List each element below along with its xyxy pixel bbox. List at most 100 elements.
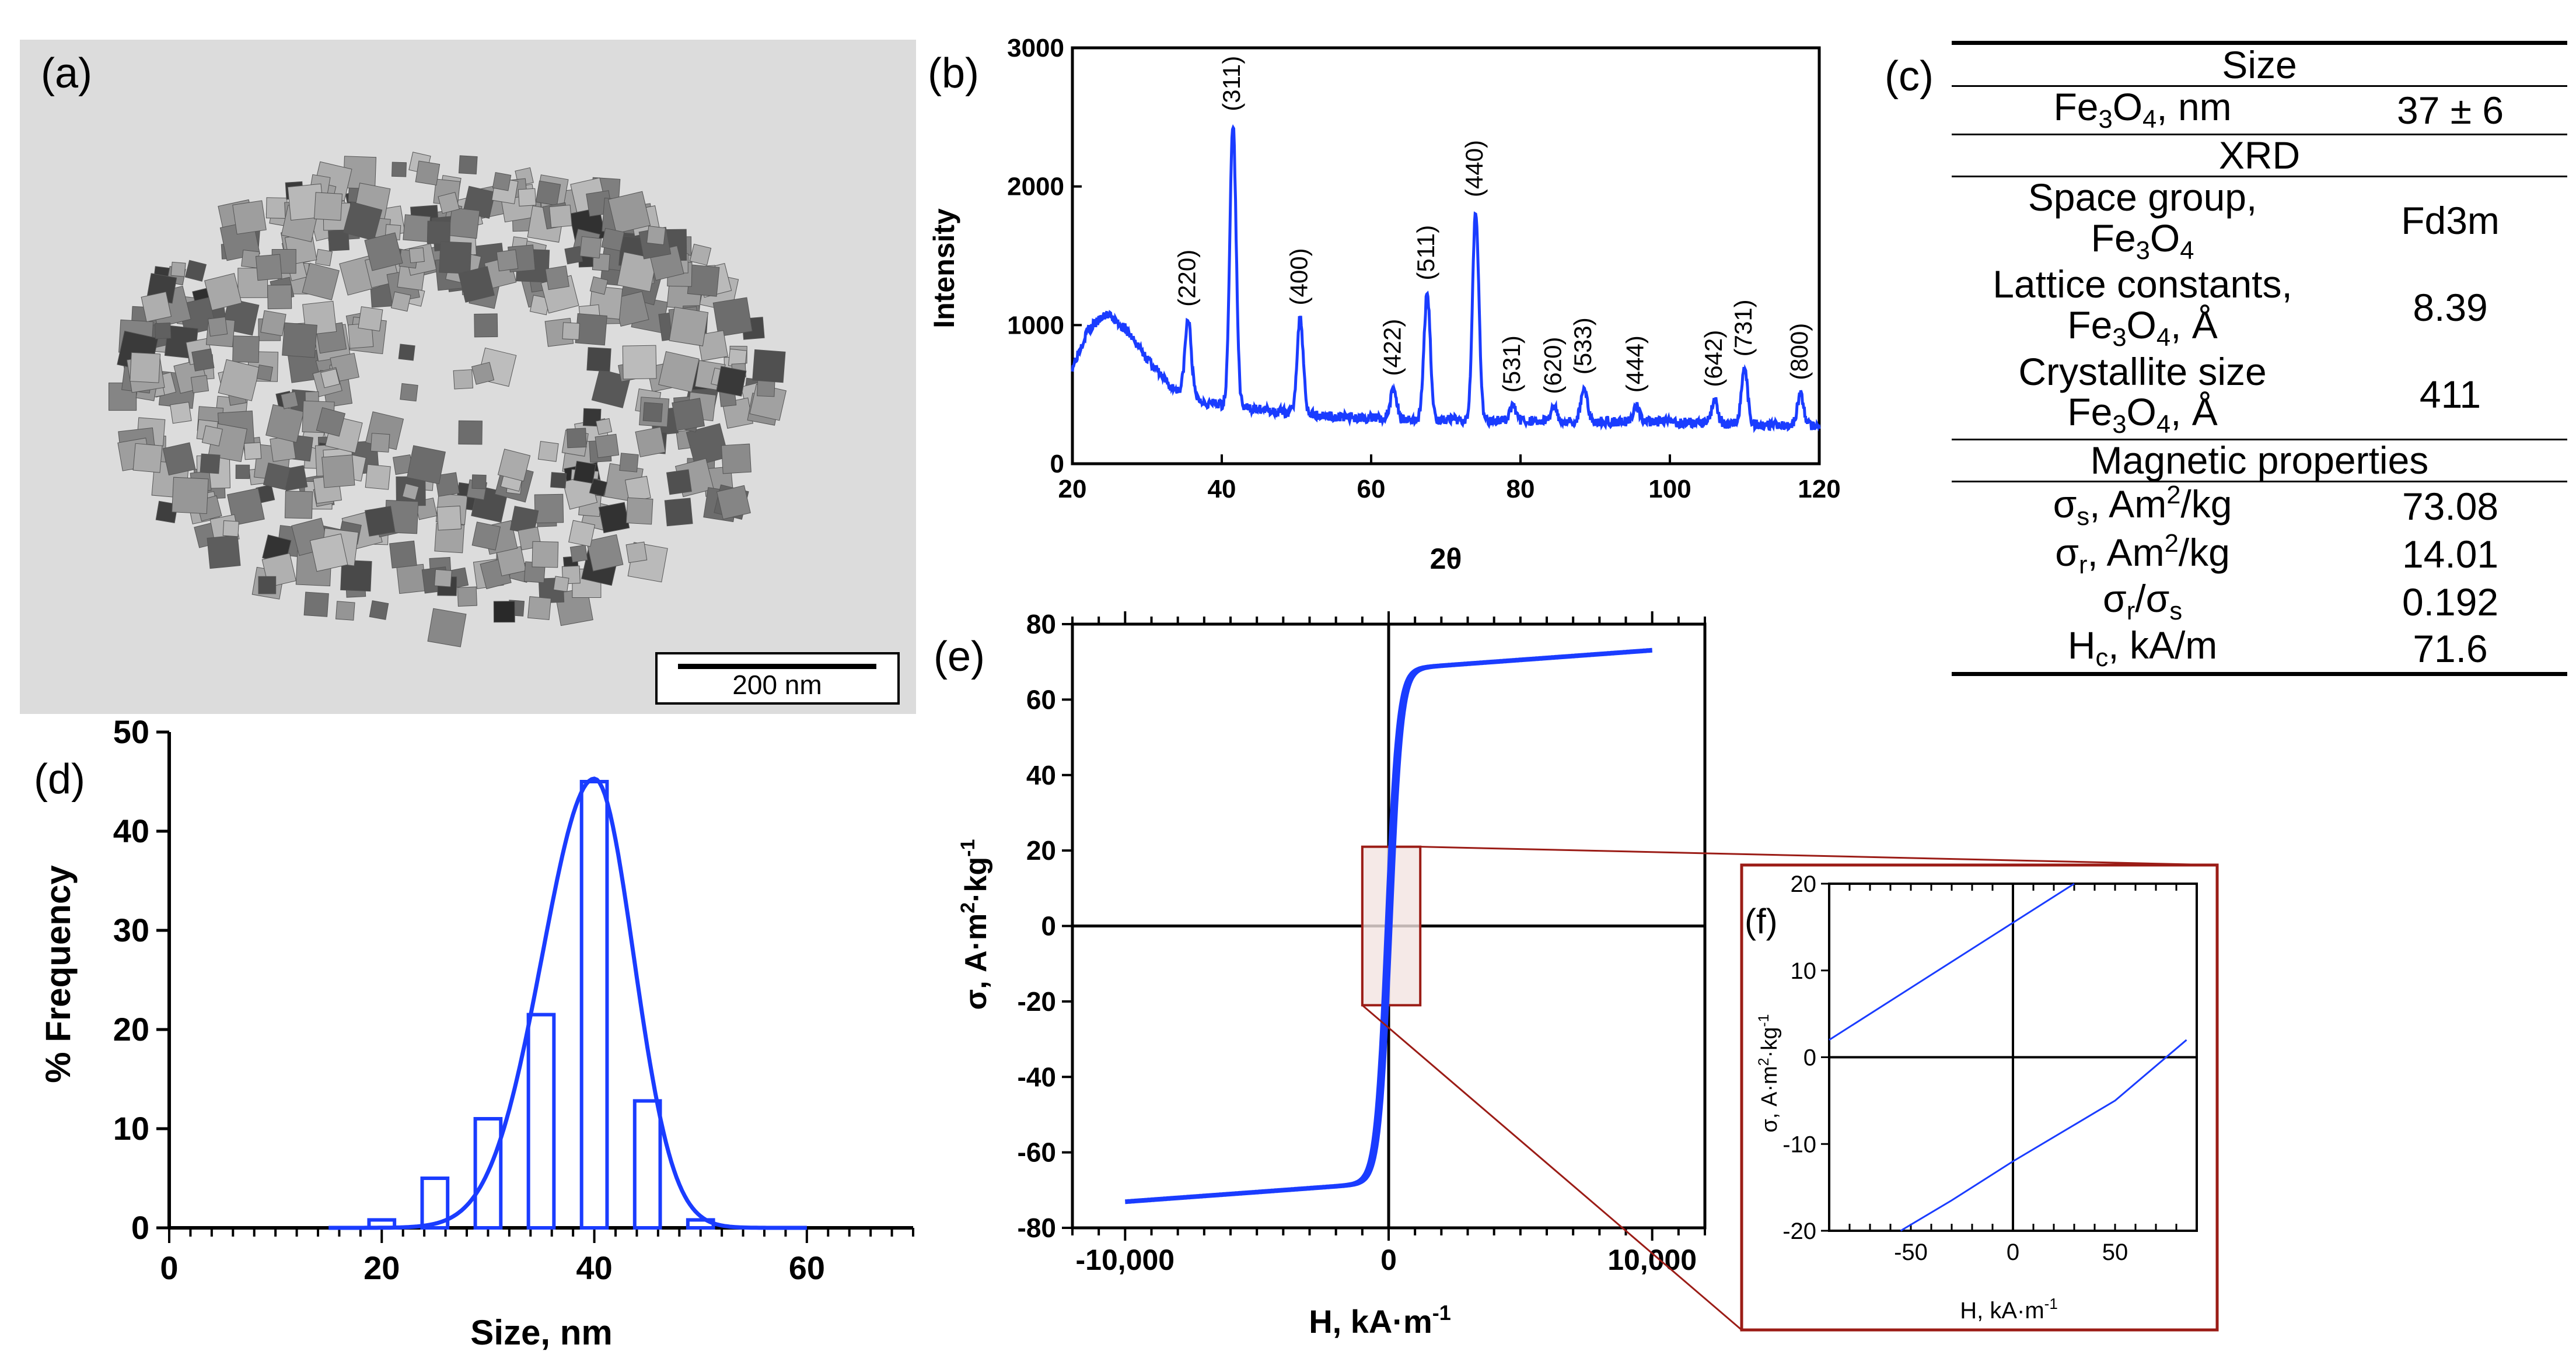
tem-particle (132, 443, 163, 473)
hysteresis-y-tick-label: -60 (1018, 1137, 1056, 1168)
inset-y-tick-label: 0 (1803, 1045, 1816, 1071)
tem-particle (313, 192, 343, 221)
tem-particle (315, 248, 333, 267)
histogram-y-tick-label: 30 (113, 912, 149, 948)
tem-particle (201, 425, 223, 447)
tem-particle (400, 383, 418, 402)
inset-y-tick-label: -20 (1782, 1219, 1816, 1244)
tem-particle (448, 207, 480, 239)
tem-particle (328, 229, 349, 251)
tem-particle (184, 260, 207, 282)
tem-particle (172, 477, 209, 514)
tem-particle (712, 297, 753, 337)
tem-particle (265, 197, 288, 219)
tem-particle (642, 402, 663, 422)
tem-particle (625, 497, 653, 525)
xrd-pattern-line (1071, 124, 1821, 433)
histogram-bar (420, 1177, 450, 1230)
tem-particle (689, 243, 712, 266)
table-value-ratio: 0.192 (2402, 580, 2499, 624)
histogram-bar (473, 1117, 503, 1230)
tem-particle (573, 461, 596, 484)
hysteresis-axes: -10,000 0 10,000 -80 -60 -40 -20 0 20 40 60 80 (1018, 609, 1707, 1276)
tem-particle (471, 474, 487, 489)
tem-particle (686, 423, 729, 467)
tem-particle (258, 576, 277, 594)
tem-particle (370, 433, 390, 453)
tem-particle (358, 306, 383, 332)
xrd-peak-label: (511) (1412, 225, 1439, 281)
panel-label-f: (f) (1745, 902, 1778, 941)
inset-x-tick-label: 50 (2102, 1240, 2128, 1265)
inset-x-tick-label: -50 (1894, 1240, 1928, 1265)
histogram-bars (367, 780, 715, 1230)
tem-particle (191, 348, 215, 372)
tem-particle (280, 391, 299, 409)
panel-label-a: (a) (41, 50, 92, 97)
xrd-x-tick-label: 40 (1208, 475, 1236, 503)
inset-frame (1740, 863, 2219, 1332)
inset-y-tick-label: -10 (1782, 1132, 1816, 1157)
tem-particle (265, 404, 305, 443)
tem-particle (309, 533, 348, 572)
xrd-peak-label: (620) (1539, 337, 1567, 394)
tem-particle (396, 563, 427, 594)
xrd-peak-label: (311) (1218, 56, 1245, 111)
hysteresis-y-tick-label: -20 (1018, 986, 1056, 1017)
tem-particle (687, 264, 720, 297)
table-label-fe3o4-size: Fe3O4, nm (1952, 85, 2334, 135)
tem-particle (579, 236, 602, 258)
tem-particle (141, 291, 172, 323)
tem-particle (130, 352, 161, 383)
histogram-y-tick-label: 20 (113, 1011, 149, 1048)
tem-particle (664, 498, 693, 527)
hysteresis-y-tick-label: 80 (1026, 609, 1056, 639)
tem-particle (232, 200, 267, 235)
tem-particle (716, 366, 747, 397)
xrd-y-axis-label: Intensity (928, 208, 960, 328)
table-value-hc: 71.6 (2333, 625, 2567, 677)
tem-particle (471, 521, 501, 551)
tem-particle (535, 180, 561, 206)
tem-particle (190, 374, 209, 394)
table-value-fe3o4-size: 37 ± 6 (2333, 85, 2567, 135)
tem-particle (436, 505, 462, 531)
histogram-y-tick-label: 50 (113, 713, 149, 750)
tem-particle (496, 249, 519, 272)
inset-y-tick-label: 20 (1791, 871, 1817, 897)
tem-particle (303, 591, 329, 617)
tem-particle (369, 600, 389, 620)
tem-particle (457, 586, 477, 607)
tem-particle (260, 310, 286, 337)
inset-y-axis-label: σ, A·m2·kg-1 (1756, 1014, 1782, 1132)
xrd-y-tick-label: 0 (1050, 450, 1064, 478)
histogram-x-tick-label: 20 (363, 1249, 400, 1286)
zoom-connector-line (1420, 846, 2218, 866)
hysteresis-y-tick-label: 0 (1041, 911, 1056, 941)
tem-particle (207, 535, 241, 569)
xrd-axes: 20 40 60 80 100 120 0 1000 2000 3000 (1007, 34, 1841, 503)
inset-chart: (f) -50 0 50 -20 -10 0 10 20 H, kA·m-1 σ, A·m2·… (1740, 863, 2219, 1332)
table-value-sigma-r: 14.01 (2402, 533, 2499, 576)
xrd-peak-label: (422) (1378, 319, 1406, 376)
tem-particle (390, 291, 411, 312)
xrd-peak-label: (440) (1460, 140, 1488, 197)
tem-particle (453, 369, 474, 390)
tem-particle (493, 601, 515, 623)
table-value-sigma-s: 73.08 (2333, 480, 2567, 531)
histogram-axes: 0 20 40 60 0 10 20 30 40 50 (113, 713, 914, 1286)
tem-particle (635, 426, 666, 457)
xrd-peak-label: (400) (1285, 248, 1312, 305)
xrd-x-tick-label: 100 (1648, 475, 1691, 503)
xrd-x-tick-label: 20 (1058, 475, 1087, 503)
tem-particle (518, 188, 537, 206)
tem-particle (208, 316, 228, 337)
tem-particle (595, 433, 620, 458)
tem-particle (255, 254, 282, 281)
table-label-hc: Hc, kA/m (1952, 625, 2334, 677)
histogram-y-tick-label: 10 (113, 1110, 149, 1147)
tem-particle (549, 204, 572, 228)
scale-bar-label: 200 nm (732, 670, 822, 700)
table-label-ratio: σr/σs (2102, 577, 2183, 626)
